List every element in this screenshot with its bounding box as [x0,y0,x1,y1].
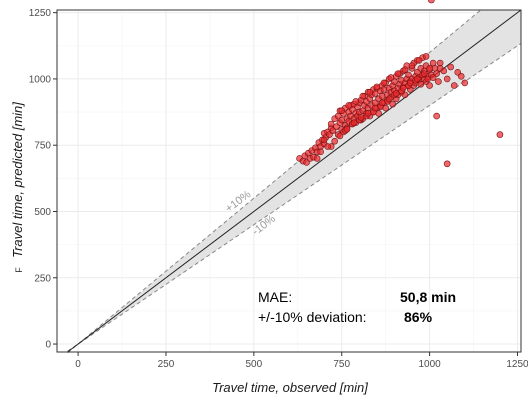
data-point [435,78,442,85]
data-point [450,82,458,89]
data-point [331,137,338,145]
y-tick-label: 1250 [29,8,52,19]
y-tick-label: 250 [34,273,51,284]
data-point [357,114,365,121]
data-point [350,119,358,126]
data-point [399,84,407,92]
data-point [421,70,428,77]
y-axis-prefix-mark: F [14,267,24,273]
x-tick-label: 250 [158,359,175,370]
data-point [436,65,444,72]
y-tick-label: 750 [34,141,51,152]
identity-line [67,9,522,353]
band-lower-line [67,42,522,352]
band-upper-line [67,9,482,354]
plot-border [56,9,522,353]
data-point [385,95,393,103]
x-tick-label: 0 [75,359,81,370]
data-point [414,75,421,83]
data-point [387,74,395,81]
y-axis-title: Travel time, predicted [min] [10,102,25,258]
data-point [428,0,435,4]
data-point [327,120,335,128]
mae-label: MAE: [258,289,292,305]
data-point [417,80,425,88]
data-point [378,99,386,107]
x-axis-ticks: 0 250 500 750 1000 1250 [75,352,528,370]
data-point [380,79,388,87]
data-point [352,98,360,105]
data-point [401,66,409,73]
x-tick-label: 1000 [418,359,441,370]
data-point [496,131,504,138]
x-tick-label: 1250 [506,359,528,370]
data-point [359,92,367,100]
data-point [433,70,440,77]
x-tick-label: 500 [246,359,263,370]
data-point [426,82,433,89]
data-point [345,102,353,109]
y-axis-ticks: 0 250 500 750 1000 1250 [29,8,57,351]
deviation-label: +/-10% deviation: [258,309,367,325]
data-point [433,112,440,120]
data-point [324,143,331,150]
y-tick-label: 0 [45,340,51,351]
data-point [313,155,321,162]
data-point [336,132,344,140]
data-point [343,126,351,133]
data-point [392,90,400,97]
x-tick-label: 750 [333,359,350,370]
y-tick-label: 500 [34,207,51,218]
data-point [426,65,433,72]
mae-value: 50,8 min [400,289,456,305]
data-point [429,59,437,67]
data-point [320,136,328,144]
data-point [364,110,372,117]
y-tick-label: 1000 [29,74,52,85]
data-point [443,75,451,83]
data-point [317,148,324,156]
data-point [371,104,379,112]
data-point [422,53,430,60]
deviation-band [67,9,522,354]
data-point [366,88,374,96]
data-point [461,79,469,87]
deviation-value: 86% [404,309,433,325]
data-points [296,0,504,168]
data-point [394,70,402,77]
data-point [338,107,346,115]
data-point [373,83,381,91]
data-point [389,100,396,108]
data-point [457,72,465,80]
data-point [443,160,451,168]
data-point [408,62,416,69]
data-point [406,79,414,87]
data-point [415,57,423,64]
x-axis-title: Travel time, observed [min] [212,380,368,395]
data-point [447,63,454,71]
